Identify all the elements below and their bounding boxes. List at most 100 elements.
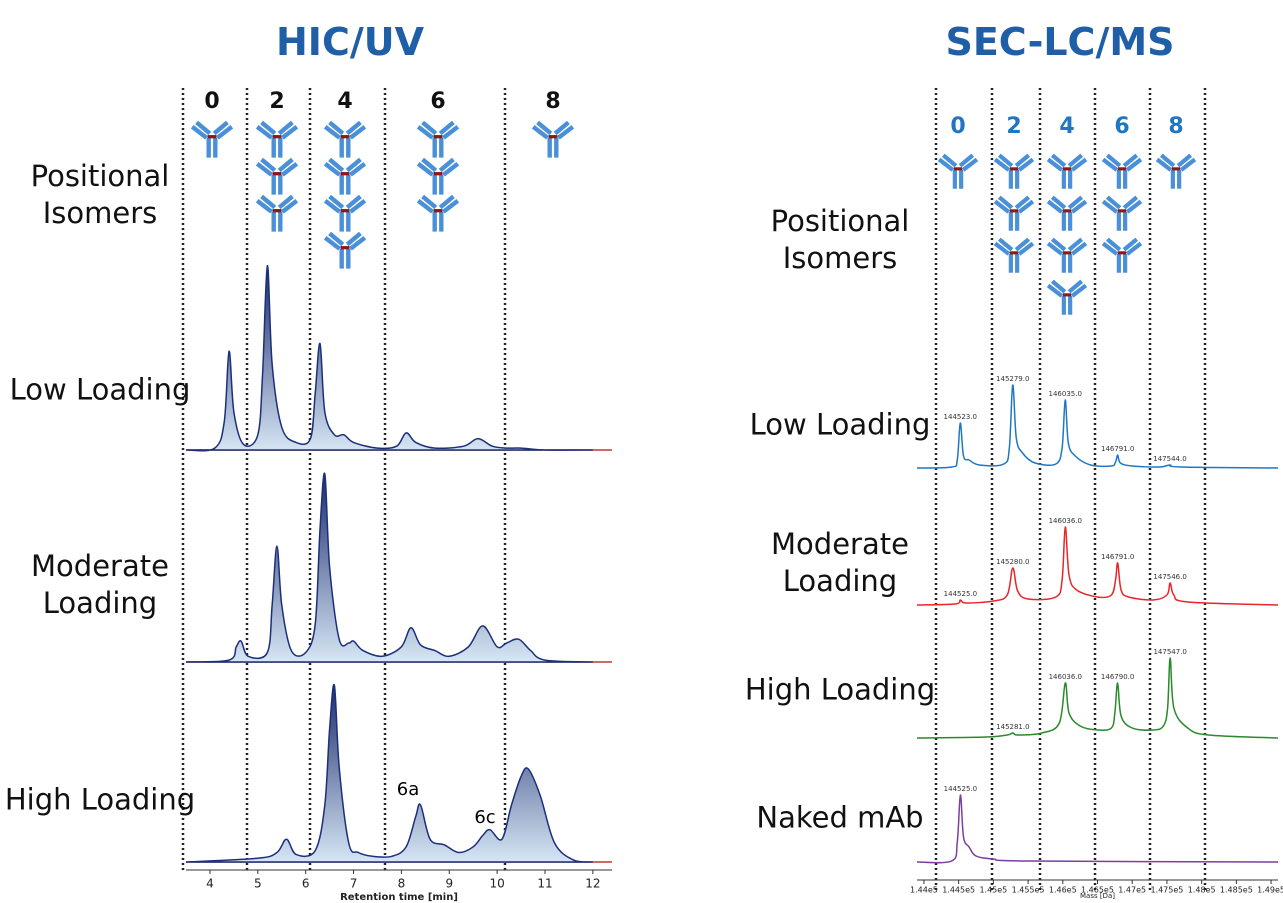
antibody-icon	[1046, 279, 1088, 315]
column-label: 6	[430, 89, 445, 114]
antibody-arm	[255, 157, 299, 177]
spectrum-line	[916, 657, 1279, 739]
peak-label: 146035.0	[1049, 390, 1082, 398]
column-label: 2	[1006, 114, 1021, 139]
antibody-arm	[1101, 237, 1143, 256]
antibody-icon	[993, 153, 1035, 189]
x-tick-label: 8	[398, 877, 406, 891]
antibody-icon	[993, 237, 1035, 273]
antibody-arm	[1046, 153, 1088, 172]
peak-label: 147544.0	[1153, 455, 1186, 463]
peak-label: 146790.0	[1101, 673, 1134, 681]
antibody-stem	[339, 248, 351, 269]
antibody-icon	[323, 194, 367, 232]
antibody-stem	[271, 174, 283, 195]
antibody-arm	[416, 157, 460, 177]
peak-label: 147547.0	[1153, 648, 1186, 656]
antibody-stem	[1008, 169, 1020, 189]
antibody-stem	[339, 137, 351, 158]
x-tick-label: 1.44e5	[910, 886, 938, 895]
x-tick-label: 9	[445, 877, 453, 891]
peak-label: 144525.0	[944, 785, 977, 793]
x-tick-label: 1.45e5	[979, 886, 1007, 895]
antibody-arm	[323, 120, 367, 140]
antibody-arm	[190, 120, 234, 140]
x-tick-label: 6	[302, 877, 310, 891]
row-label: Low Loading	[749, 407, 931, 442]
row-label: High Loading	[744, 672, 936, 707]
peak-area	[185, 264, 593, 452]
antibody-icon	[1046, 195, 1088, 231]
antibody-arm	[1046, 195, 1088, 214]
row-label: Naked mAb	[756, 800, 924, 835]
antibody-arm	[1101, 153, 1143, 172]
panel-title: HIC/UV	[276, 20, 424, 64]
antibody-icon	[1101, 237, 1143, 273]
antibody-arm	[323, 231, 367, 251]
x-tick-label: 7	[350, 877, 358, 891]
annotation: 6a	[397, 779, 419, 800]
column-label: 6	[1114, 114, 1129, 139]
x-tick-label: 11	[537, 877, 552, 891]
x-tick-label: 5	[254, 877, 262, 891]
x-tick-label: 1.49e5	[1257, 886, 1283, 895]
antibody-arm	[937, 153, 979, 172]
spectrum-line	[916, 526, 1279, 606]
antibody-arm	[255, 194, 299, 214]
antibody-arm	[531, 120, 575, 140]
peak-label: 145279.0	[996, 375, 1029, 383]
antibody-stem	[432, 174, 444, 195]
antibody-arm	[1101, 195, 1143, 214]
antibody-stem	[271, 137, 283, 158]
column-label: 0	[950, 114, 965, 139]
antibody-stem	[1061, 253, 1073, 273]
column-label: 0	[204, 89, 219, 114]
x-tick-label: 1.455e5	[1012, 886, 1045, 895]
antibody-icon	[190, 120, 234, 158]
peak-label: 145281.0	[996, 723, 1029, 731]
antibody-arm	[993, 195, 1035, 214]
antibody-stem	[432, 211, 444, 232]
peak-label: 144523.0	[944, 413, 977, 421]
peak-label: 144525.0	[944, 590, 977, 598]
peak-area	[185, 683, 593, 863]
x-tick-label: 4	[206, 877, 214, 891]
column-label: 4	[1059, 114, 1074, 139]
x-tick-label: 1.465e5	[1081, 886, 1114, 895]
row-label: Moderate Loading	[771, 527, 909, 598]
antibody-stem	[1170, 169, 1182, 189]
row-label: Moderate Loading	[31, 549, 169, 620]
x-tick-label: 1.475e5	[1150, 886, 1183, 895]
row-label: Positional Isomers	[770, 204, 910, 275]
antibody-icon	[531, 120, 575, 158]
row-label: Low Loading	[9, 372, 191, 407]
antibody-arm	[1155, 153, 1197, 172]
antibody-icon	[323, 157, 367, 195]
antibody-stem	[339, 211, 351, 232]
antibody-stem	[1116, 211, 1128, 231]
antibody-icon	[323, 231, 367, 269]
peak-label: 147546.0	[1153, 573, 1186, 581]
antibody-icon	[255, 120, 299, 158]
antibody-arm	[1046, 279, 1088, 298]
antibody-stem	[271, 211, 283, 232]
peak-label: 146791.0	[1101, 553, 1134, 561]
antibody-stem	[547, 137, 559, 158]
x-tick-label: 1.46e5	[1049, 886, 1077, 895]
antibody-stem	[1116, 169, 1128, 189]
antibody-icon	[1101, 153, 1143, 189]
antibody-stem	[206, 137, 218, 158]
x-tick-label: 1.47e5	[1118, 886, 1146, 895]
x-tick-label: 1.48e5	[1188, 886, 1216, 895]
antibody-stem	[432, 137, 444, 158]
spectrum-line	[916, 794, 1279, 864]
antibody-stem	[339, 174, 351, 195]
antibody-arm	[993, 153, 1035, 172]
row-label: High Loading	[4, 782, 196, 817]
x-tick-label: 1.445e5	[942, 886, 975, 895]
x-axis-label: Retention time [min]	[340, 892, 458, 903]
x-tick-label: 12	[585, 877, 600, 891]
antibody-stem	[1061, 169, 1073, 189]
peak-label: 146036.0	[1049, 517, 1082, 525]
